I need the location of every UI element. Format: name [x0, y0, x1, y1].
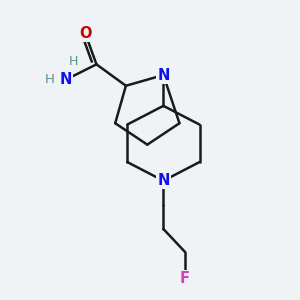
Text: N: N [157, 173, 170, 188]
Text: H: H [69, 55, 78, 68]
Text: N: N [59, 72, 72, 87]
Text: F: F [180, 271, 190, 286]
Text: H: H [45, 73, 55, 85]
Text: O: O [80, 26, 92, 41]
Text: N: N [157, 68, 170, 82]
